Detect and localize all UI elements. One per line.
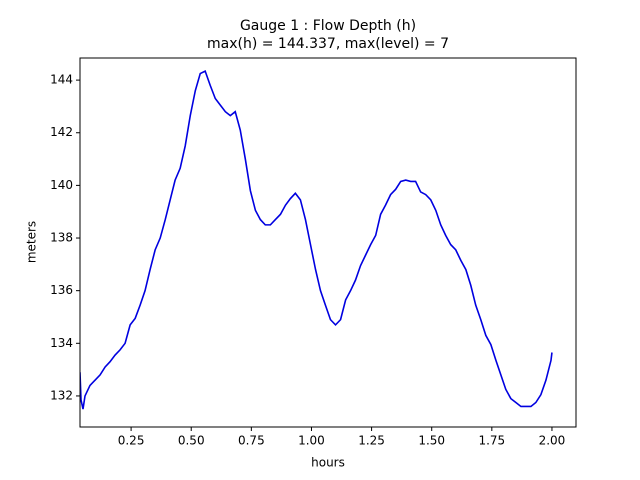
y-tick-label: 136 bbox=[50, 283, 73, 297]
y-tick-label: 144 bbox=[50, 73, 73, 87]
x-tick-label: 2.00 bbox=[539, 434, 566, 448]
x-axis-label: hours bbox=[311, 456, 345, 470]
x-tick-label: 1.75 bbox=[478, 434, 505, 448]
y-tick-label: 138 bbox=[50, 231, 73, 245]
x-tick-label: 0.75 bbox=[238, 434, 265, 448]
chart-subtitle: max(h) = 144.337, max(level) = 7 bbox=[207, 36, 449, 52]
y-axis-label: meters bbox=[25, 221, 39, 263]
y-tick-label: 132 bbox=[50, 388, 73, 402]
x-tick-label: 1.50 bbox=[418, 434, 445, 448]
y-tick-label: 134 bbox=[50, 336, 73, 350]
x-tick-label: 0.25 bbox=[118, 434, 145, 448]
chart-title: Gauge 1 : Flow Depth (h) bbox=[240, 18, 416, 34]
plot-frame bbox=[79, 57, 577, 428]
y-tick-label: 140 bbox=[50, 178, 73, 192]
y-tick-label: 142 bbox=[50, 125, 73, 139]
x-tick-label: 1.25 bbox=[358, 434, 385, 448]
x-tick-label: 0.50 bbox=[178, 434, 205, 448]
data-line bbox=[80, 70, 553, 410]
x-tick-label: 1.00 bbox=[298, 434, 325, 448]
